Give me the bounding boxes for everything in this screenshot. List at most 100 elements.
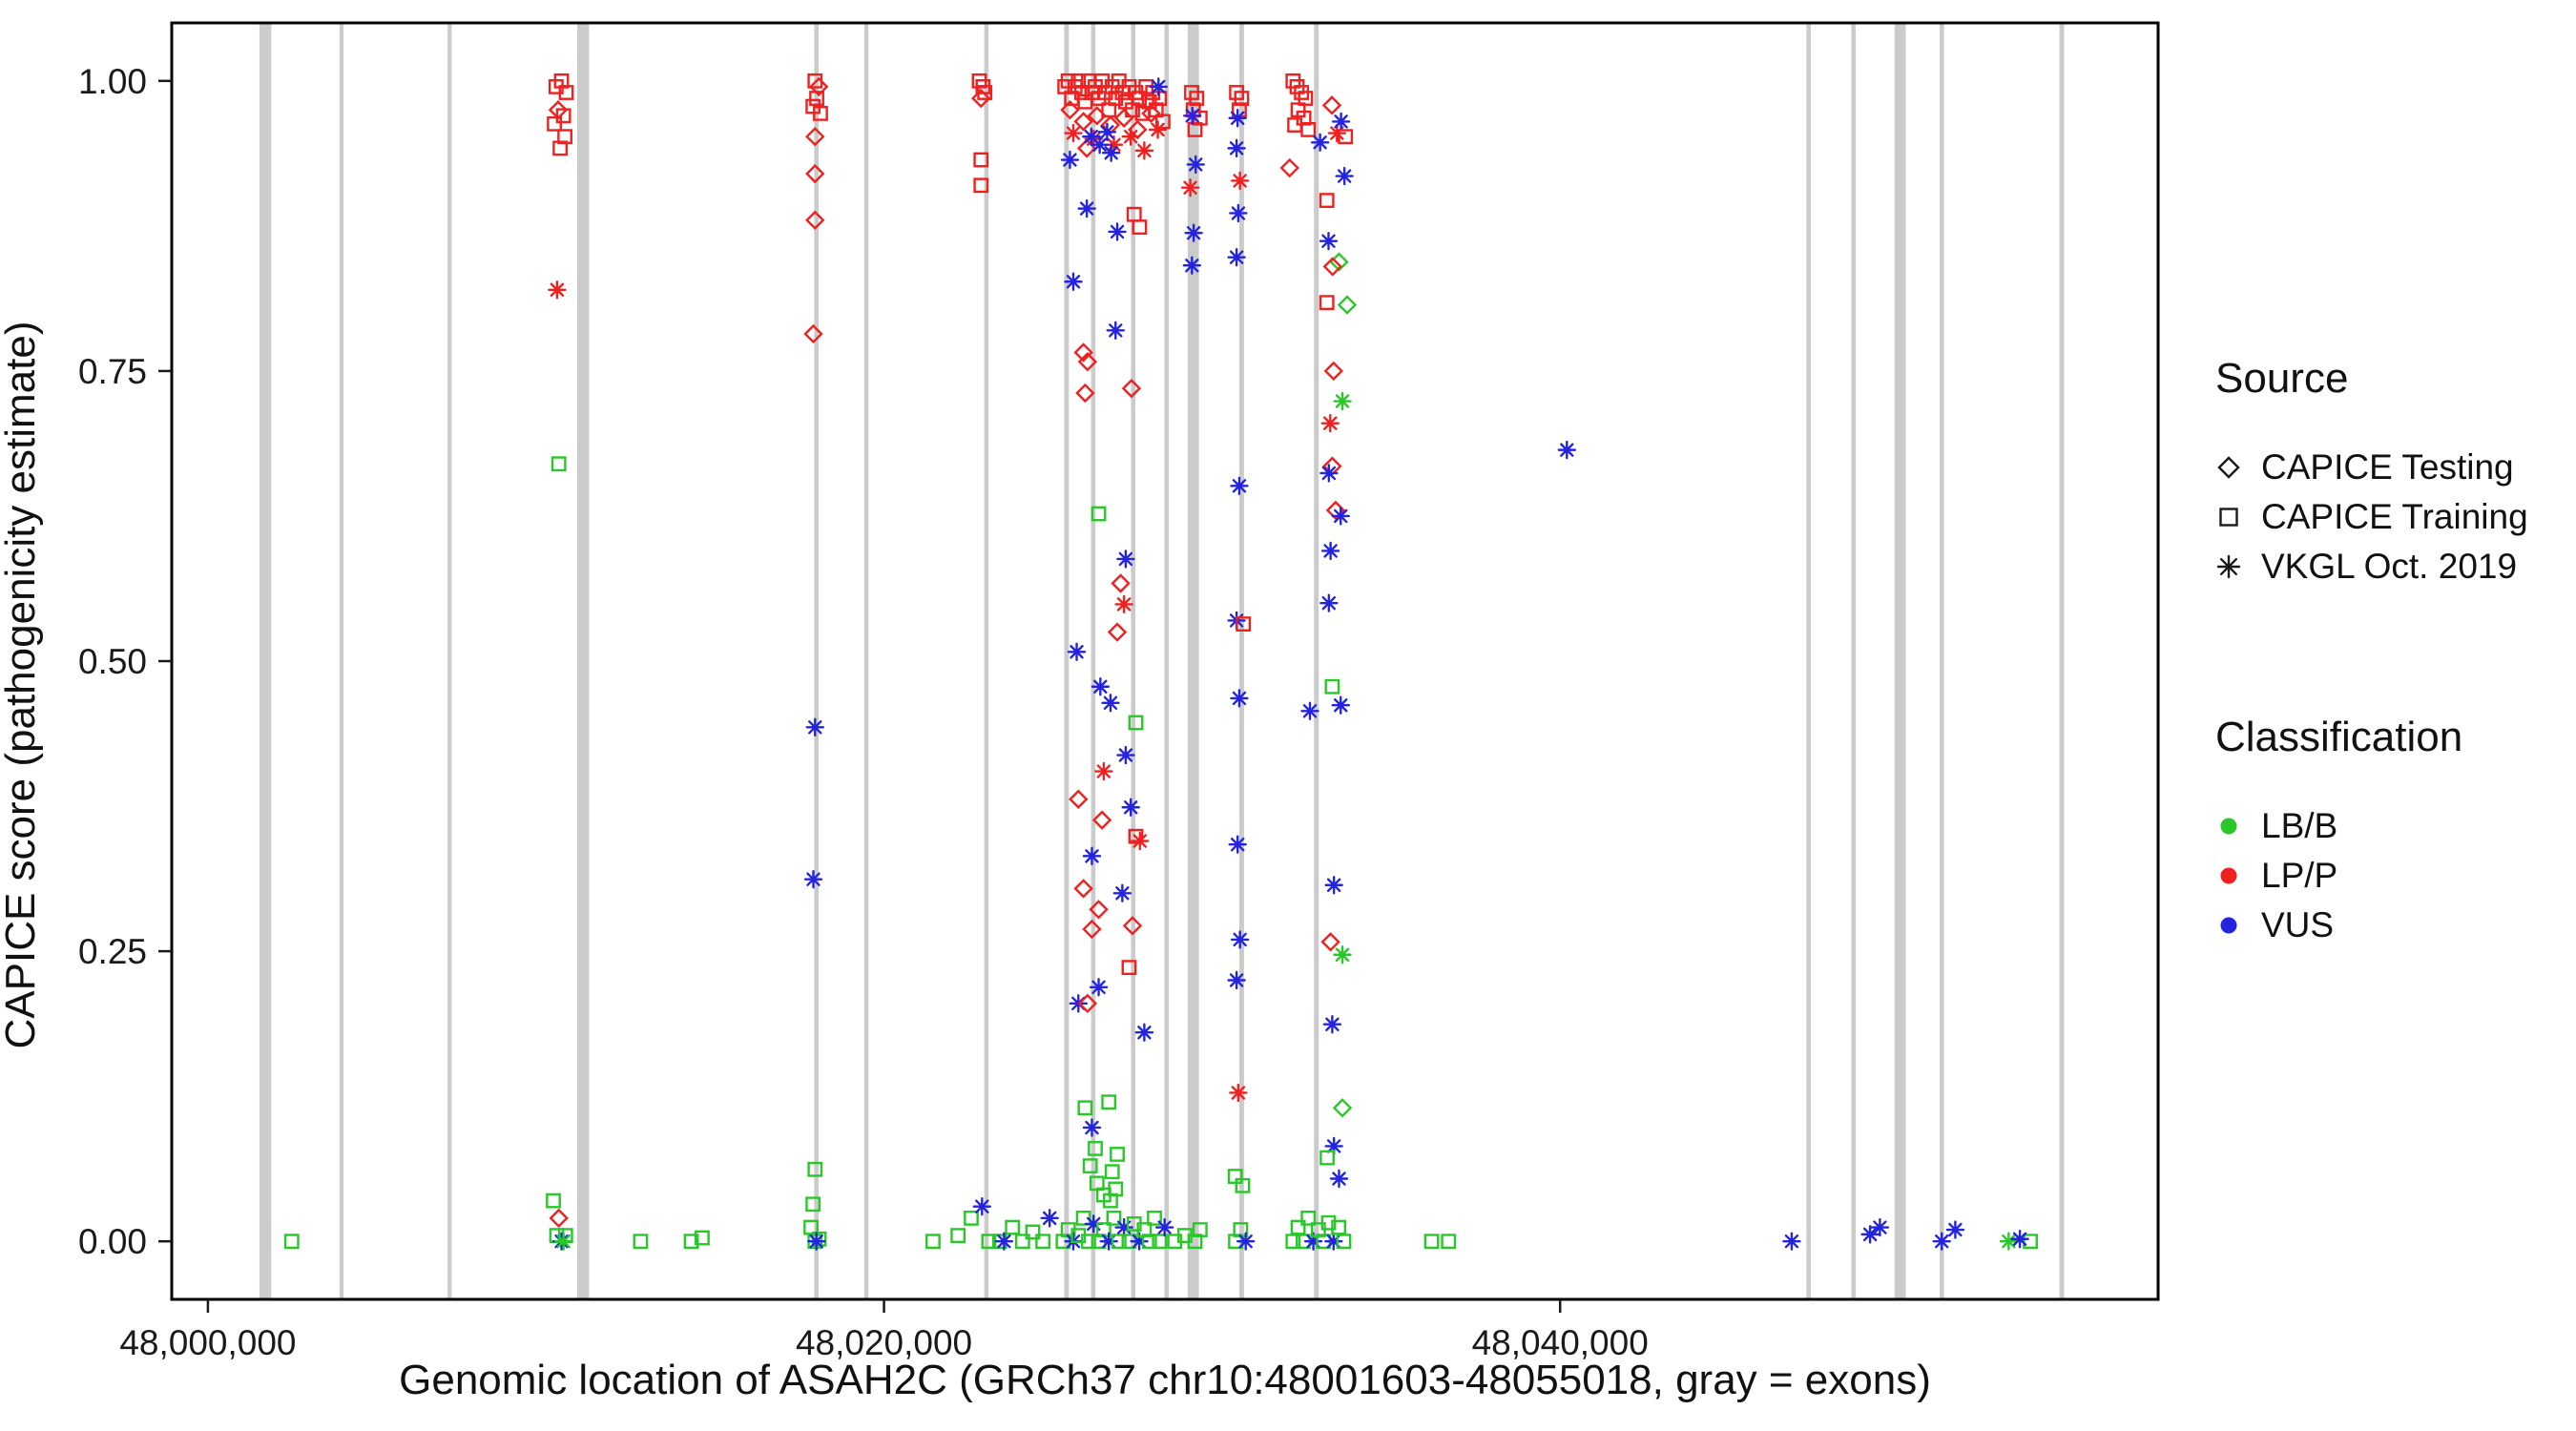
data-point-diamond bbox=[1077, 351, 1098, 372]
exon-bar bbox=[577, 23, 590, 1299]
data-point-square bbox=[1035, 1234, 1050, 1250]
data-point-asterisk bbox=[1099, 1232, 1118, 1251]
data-point-diamond bbox=[805, 163, 825, 184]
data-point-asterisk bbox=[1090, 135, 1110, 155]
data-point-square bbox=[1423, 1234, 1440, 1250]
data-point-asterisk bbox=[1183, 106, 1202, 126]
exons-layer bbox=[259, 23, 2065, 1299]
data-point-square bbox=[553, 73, 570, 89]
data-point-asterisk bbox=[1097, 122, 1117, 142]
data-point-square bbox=[1104, 1164, 1120, 1180]
legend-item-label: LB/B bbox=[2261, 806, 2338, 845]
data-point-square bbox=[1132, 219, 1148, 235]
exon-bar bbox=[1851, 23, 1857, 1299]
data-point-asterisk bbox=[1131, 831, 1150, 851]
data-point-square bbox=[950, 1228, 966, 1244]
data-point-asterisk bbox=[1320, 413, 1340, 433]
data-point-asterisk bbox=[1094, 761, 1113, 781]
exon-bar bbox=[339, 23, 343, 1299]
data-point-square bbox=[1147, 1210, 1162, 1226]
data-point-asterisk bbox=[1089, 978, 1109, 997]
data-point-square bbox=[809, 91, 824, 106]
data-point-square bbox=[1077, 1100, 1093, 1116]
legend-item-label: VKGL Oct. 2019 bbox=[2261, 547, 2518, 586]
data-point-asterisk bbox=[1114, 594, 1133, 614]
data-point-asterisk bbox=[1101, 143, 1121, 162]
data-point-square bbox=[2023, 1234, 2038, 1250]
data-point-asterisk bbox=[1932, 1232, 1951, 1251]
x-tick-label: 48,020,000 bbox=[796, 1323, 972, 1362]
data-point-asterisk bbox=[1149, 77, 1168, 96]
data-point-asterisk bbox=[1182, 256, 1202, 275]
exon-bar bbox=[864, 23, 869, 1299]
data-point-asterisk bbox=[1104, 135, 1124, 155]
data-point-asterisk bbox=[1121, 798, 1140, 817]
data-point-square bbox=[1091, 506, 1107, 522]
data-point-asterisk bbox=[1064, 123, 1083, 143]
exon-bar bbox=[1131, 23, 1135, 1299]
data-point-square bbox=[1111, 1234, 1127, 1250]
data-point-square bbox=[1189, 91, 1205, 106]
data-point-asterisk bbox=[1331, 507, 1350, 526]
green-dot-icon bbox=[2220, 818, 2237, 835]
data-point-square bbox=[1319, 193, 1335, 209]
data-point-asterisk bbox=[1101, 694, 1120, 713]
data-point-square bbox=[1088, 1140, 1103, 1156]
data-point-diamond bbox=[1113, 108, 1134, 128]
red-dot-icon bbox=[2220, 867, 2237, 884]
data-point-asterisk bbox=[548, 280, 567, 300]
data-point-square bbox=[807, 1161, 823, 1177]
blue-dot-icon bbox=[2220, 917, 2237, 934]
data-point-square bbox=[1082, 1158, 1098, 1174]
data-point-asterisk bbox=[1112, 883, 1132, 902]
data-point-asterisk bbox=[1082, 1118, 1102, 1137]
data-point-asterisk bbox=[1230, 930, 1250, 949]
data-point-asterisk bbox=[1870, 1217, 1890, 1237]
data-point-square bbox=[964, 1210, 979, 1226]
exon-bar bbox=[1064, 23, 1070, 1299]
exon-bar bbox=[1164, 23, 1170, 1299]
data-point-diamond bbox=[1089, 900, 1109, 920]
exon-bar bbox=[1187, 23, 1199, 1299]
data-point-asterisk bbox=[805, 717, 824, 737]
data-point-asterisk bbox=[1999, 1232, 2019, 1251]
data-point-square bbox=[1187, 122, 1203, 137]
data-point-asterisk bbox=[1116, 550, 1135, 569]
data-point-asterisk bbox=[1331, 112, 1351, 132]
data-point-square bbox=[1235, 1177, 1251, 1193]
data-point-asterisk bbox=[806, 1232, 826, 1251]
data-point-square bbox=[977, 85, 993, 100]
data-point-asterisk bbox=[1148, 120, 1168, 139]
data-point-diamond bbox=[808, 76, 829, 97]
data-point-square bbox=[1187, 1234, 1203, 1250]
exon-bar bbox=[447, 23, 452, 1299]
y-tick-label: 0.25 bbox=[78, 932, 147, 971]
exon-bar bbox=[1939, 23, 1944, 1299]
data-point-square bbox=[1025, 1224, 1041, 1240]
data-point-diamond bbox=[1100, 114, 1121, 135]
data-point-diamond bbox=[1077, 993, 1098, 1014]
data-point-square bbox=[1319, 1150, 1335, 1166]
data-point-square bbox=[1121, 960, 1137, 976]
data-point-asterisk bbox=[1335, 166, 1354, 186]
data-point-diamond bbox=[1107, 622, 1128, 642]
data-point-square bbox=[1103, 1192, 1118, 1209]
data-point-square bbox=[1192, 1222, 1208, 1237]
exon-bar bbox=[984, 23, 989, 1299]
data-point-asterisk bbox=[1121, 127, 1140, 146]
data-point-asterisk bbox=[1082, 846, 1102, 866]
data-point-asterisk bbox=[1557, 440, 1576, 460]
data-point-asterisk bbox=[1082, 127, 1101, 146]
legend-item-vkgl: VKGL Oct. 2019 bbox=[2215, 542, 2528, 591]
data-point-square bbox=[1070, 73, 1087, 89]
y-tick-label: 0.50 bbox=[78, 642, 147, 681]
data-point-square bbox=[1128, 715, 1144, 731]
data-point-asterisk bbox=[1064, 272, 1083, 291]
data-point-square bbox=[633, 1234, 649, 1250]
data-point-diamond bbox=[803, 323, 823, 344]
square-icon bbox=[2219, 508, 2238, 527]
data-point-asterisk bbox=[1227, 248, 1246, 267]
data-point-square bbox=[552, 140, 569, 156]
